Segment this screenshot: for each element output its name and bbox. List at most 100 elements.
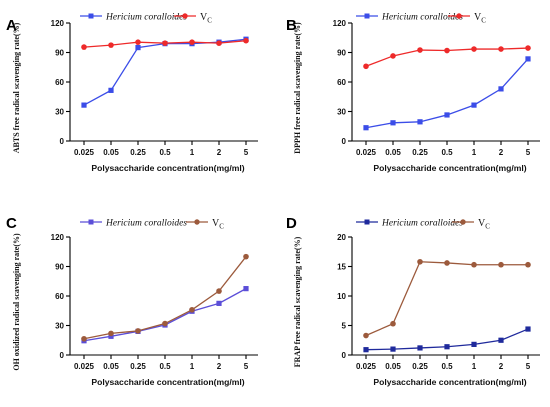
panel-b-data-point bbox=[390, 120, 396, 126]
panel-b-legend-label-vc-main: V bbox=[474, 12, 482, 23]
panel-a-data-point bbox=[81, 102, 87, 108]
panel-c-y-axis-label: OH oxidized radical scavenging rate(%) bbox=[12, 233, 21, 371]
panel-c-x-tick-label: 0.5 bbox=[159, 362, 171, 371]
panel-d-legend-marker-hericium bbox=[364, 219, 370, 225]
panel-d-x-tick-label: 0.025 bbox=[356, 362, 377, 371]
panel-d-legend-label-hericium: Hericium coralloides bbox=[381, 219, 463, 229]
panel-d-series-hericium bbox=[363, 326, 531, 353]
panel-b-legend-marker-hericium bbox=[364, 13, 370, 19]
panel-d-data-point bbox=[498, 261, 504, 268]
panel-a-data-point bbox=[135, 44, 141, 51]
panel-a-x-tick-label: 1 bbox=[190, 148, 195, 157]
panel-b-y-tick-label: 120 bbox=[333, 19, 347, 28]
panel-a-legend-marker-hericium bbox=[88, 13, 94, 19]
panel-c-legend-label-vc: VC bbox=[212, 218, 224, 231]
panel-d-y-tick-label: 20 bbox=[337, 233, 346, 242]
panel-b-legend-marker-vc bbox=[456, 13, 462, 19]
panel-c-data-point bbox=[81, 335, 87, 342]
panel-c-legend-marker-hericium bbox=[88, 219, 94, 225]
panel-c-x-tick-label: 5 bbox=[244, 362, 249, 371]
panel-b-y-tick-label: 30 bbox=[337, 108, 346, 117]
panel-a-x-tick-label: 0.5 bbox=[159, 148, 171, 157]
panel-a-data-point bbox=[189, 39, 195, 45]
panel-b-x-tick-label: 5 bbox=[526, 148, 531, 157]
panel-b-data-point bbox=[417, 119, 423, 125]
panel-c-data-point bbox=[189, 306, 195, 313]
panel-d-legend-marker-vc bbox=[460, 219, 466, 225]
panel-a-x-axis-label: Polysaccharide concentration(mg/ml) bbox=[91, 163, 244, 173]
panel-b-y-tick-label: 0 bbox=[342, 137, 347, 146]
panel-b-data-point bbox=[525, 56, 531, 62]
panel-d-y-axis-label: FRAP free radical scavenging rate(%) bbox=[293, 236, 302, 367]
panel-a-legend-label-vc: VC bbox=[200, 12, 212, 25]
panel-c-data-point bbox=[216, 288, 222, 294]
panel-d-data-point bbox=[417, 345, 423, 351]
panel-a-x-tick-label: 5 bbox=[244, 148, 249, 157]
panel-b-data-point bbox=[444, 47, 450, 54]
panel-c-x-tick-label: 0.05 bbox=[103, 362, 119, 371]
panel-d-x-tick-label: 0.5 bbox=[441, 362, 453, 371]
panel-c-legend-label-vc-sub: C bbox=[219, 223, 224, 231]
panel-c-y-tick-label: 90 bbox=[55, 263, 64, 272]
panel-c-data-point bbox=[243, 286, 249, 292]
panel-d-x-tick-label: 1 bbox=[472, 362, 477, 371]
panel-b-x-tick-label: 0.25 bbox=[412, 148, 428, 157]
panel-b-y-axis-label: DPPH free radical scavenging rate(%) bbox=[293, 22, 302, 154]
panel-d-data-point bbox=[498, 337, 504, 343]
panel-d-y-tick-label: 0 bbox=[342, 351, 347, 360]
panel-d-letter: D bbox=[286, 215, 297, 232]
chart-panel-c: C 0 30 60 90 120 0.025 0.05 0.25 0.5 1 2 5Polysaccha… bbox=[6, 215, 258, 387]
panel-a-x-tick-label: 0.025 bbox=[74, 148, 95, 157]
panel-d-x-tick-label: 0.25 bbox=[412, 362, 428, 371]
panel-b-data-point bbox=[471, 46, 477, 52]
panel-a-data-point bbox=[81, 44, 87, 50]
panel-c-x-tick-label: 0.025 bbox=[74, 362, 95, 371]
panel-d-x-tick-label: 2 bbox=[499, 362, 504, 371]
panel-a-series-hericium bbox=[81, 36, 249, 108]
panel-d-data-point bbox=[363, 332, 369, 339]
panel-b-x-axis-label: Polysaccharide concentration(mg/ml) bbox=[373, 163, 526, 173]
panel-a-x-tick-label: 0.05 bbox=[103, 148, 119, 157]
panel-d-legend-label-vc-main: V bbox=[478, 218, 486, 229]
panel-b-data-point bbox=[363, 63, 369, 70]
panel-a-legend-label-vc-sub: C bbox=[207, 17, 212, 25]
panel-c-x-tick-label: 1 bbox=[190, 362, 195, 371]
panel-d-x-axis-label: Polysaccharide concentration(mg/ml) bbox=[373, 377, 526, 387]
panel-c-legend-label-hericium: Hericium coralloides bbox=[105, 219, 187, 229]
panel-a-letter: A bbox=[6, 17, 17, 34]
panel-d-data-point bbox=[363, 347, 369, 353]
panel-c-legend-label-vc-main: V bbox=[212, 218, 220, 229]
panel-d-legend-label-vc-sub: C bbox=[485, 223, 490, 231]
panel-c-legend-marker-vc bbox=[194, 219, 200, 225]
panel-d-y-tick-label: 10 bbox=[337, 292, 346, 301]
panel-a-data-point bbox=[135, 39, 141, 45]
panel-d-legend-label-vc: VC bbox=[478, 218, 490, 231]
panel-a-data-point bbox=[108, 42, 114, 48]
panel-a-x-tick-label: 2 bbox=[217, 148, 222, 157]
panel-c-series-vc bbox=[81, 253, 249, 342]
panel-d-y-tick-label: 15 bbox=[337, 263, 346, 272]
panel-b-data-point bbox=[363, 125, 369, 131]
panel-b-data-point bbox=[471, 102, 477, 108]
panel-d-data-point bbox=[471, 341, 477, 347]
panel-a-data-point bbox=[108, 87, 114, 93]
panel-b-x-tick-label: 0.5 bbox=[441, 148, 453, 157]
panel-a-y-tick-label: 0 bbox=[60, 137, 65, 146]
panel-a-legend-marker-vc bbox=[182, 13, 188, 19]
panel-d-data-point bbox=[390, 320, 396, 327]
panel-c-letter: C bbox=[6, 215, 17, 232]
panel-b-series-hericium bbox=[363, 56, 531, 131]
panel-c-x-tick-label: 2 bbox=[217, 362, 222, 371]
panel-a-y-tick-label: 60 bbox=[55, 78, 64, 87]
panel-b-y-tick-label: 90 bbox=[337, 49, 346, 58]
panel-d-data-point bbox=[417, 258, 423, 265]
panel-a-legend-label-vc-main: V bbox=[200, 12, 208, 23]
panel-a-y-tick-label: 120 bbox=[51, 19, 65, 28]
panel-c-y-tick-label: 120 bbox=[51, 233, 65, 242]
panel-b-x-tick-label: 2 bbox=[499, 148, 504, 157]
panel-b-x-tick-label: 0.05 bbox=[385, 148, 401, 157]
panel-c-y-tick-label: 0 bbox=[60, 351, 65, 360]
panel-b-y-tick-label: 60 bbox=[337, 78, 346, 87]
